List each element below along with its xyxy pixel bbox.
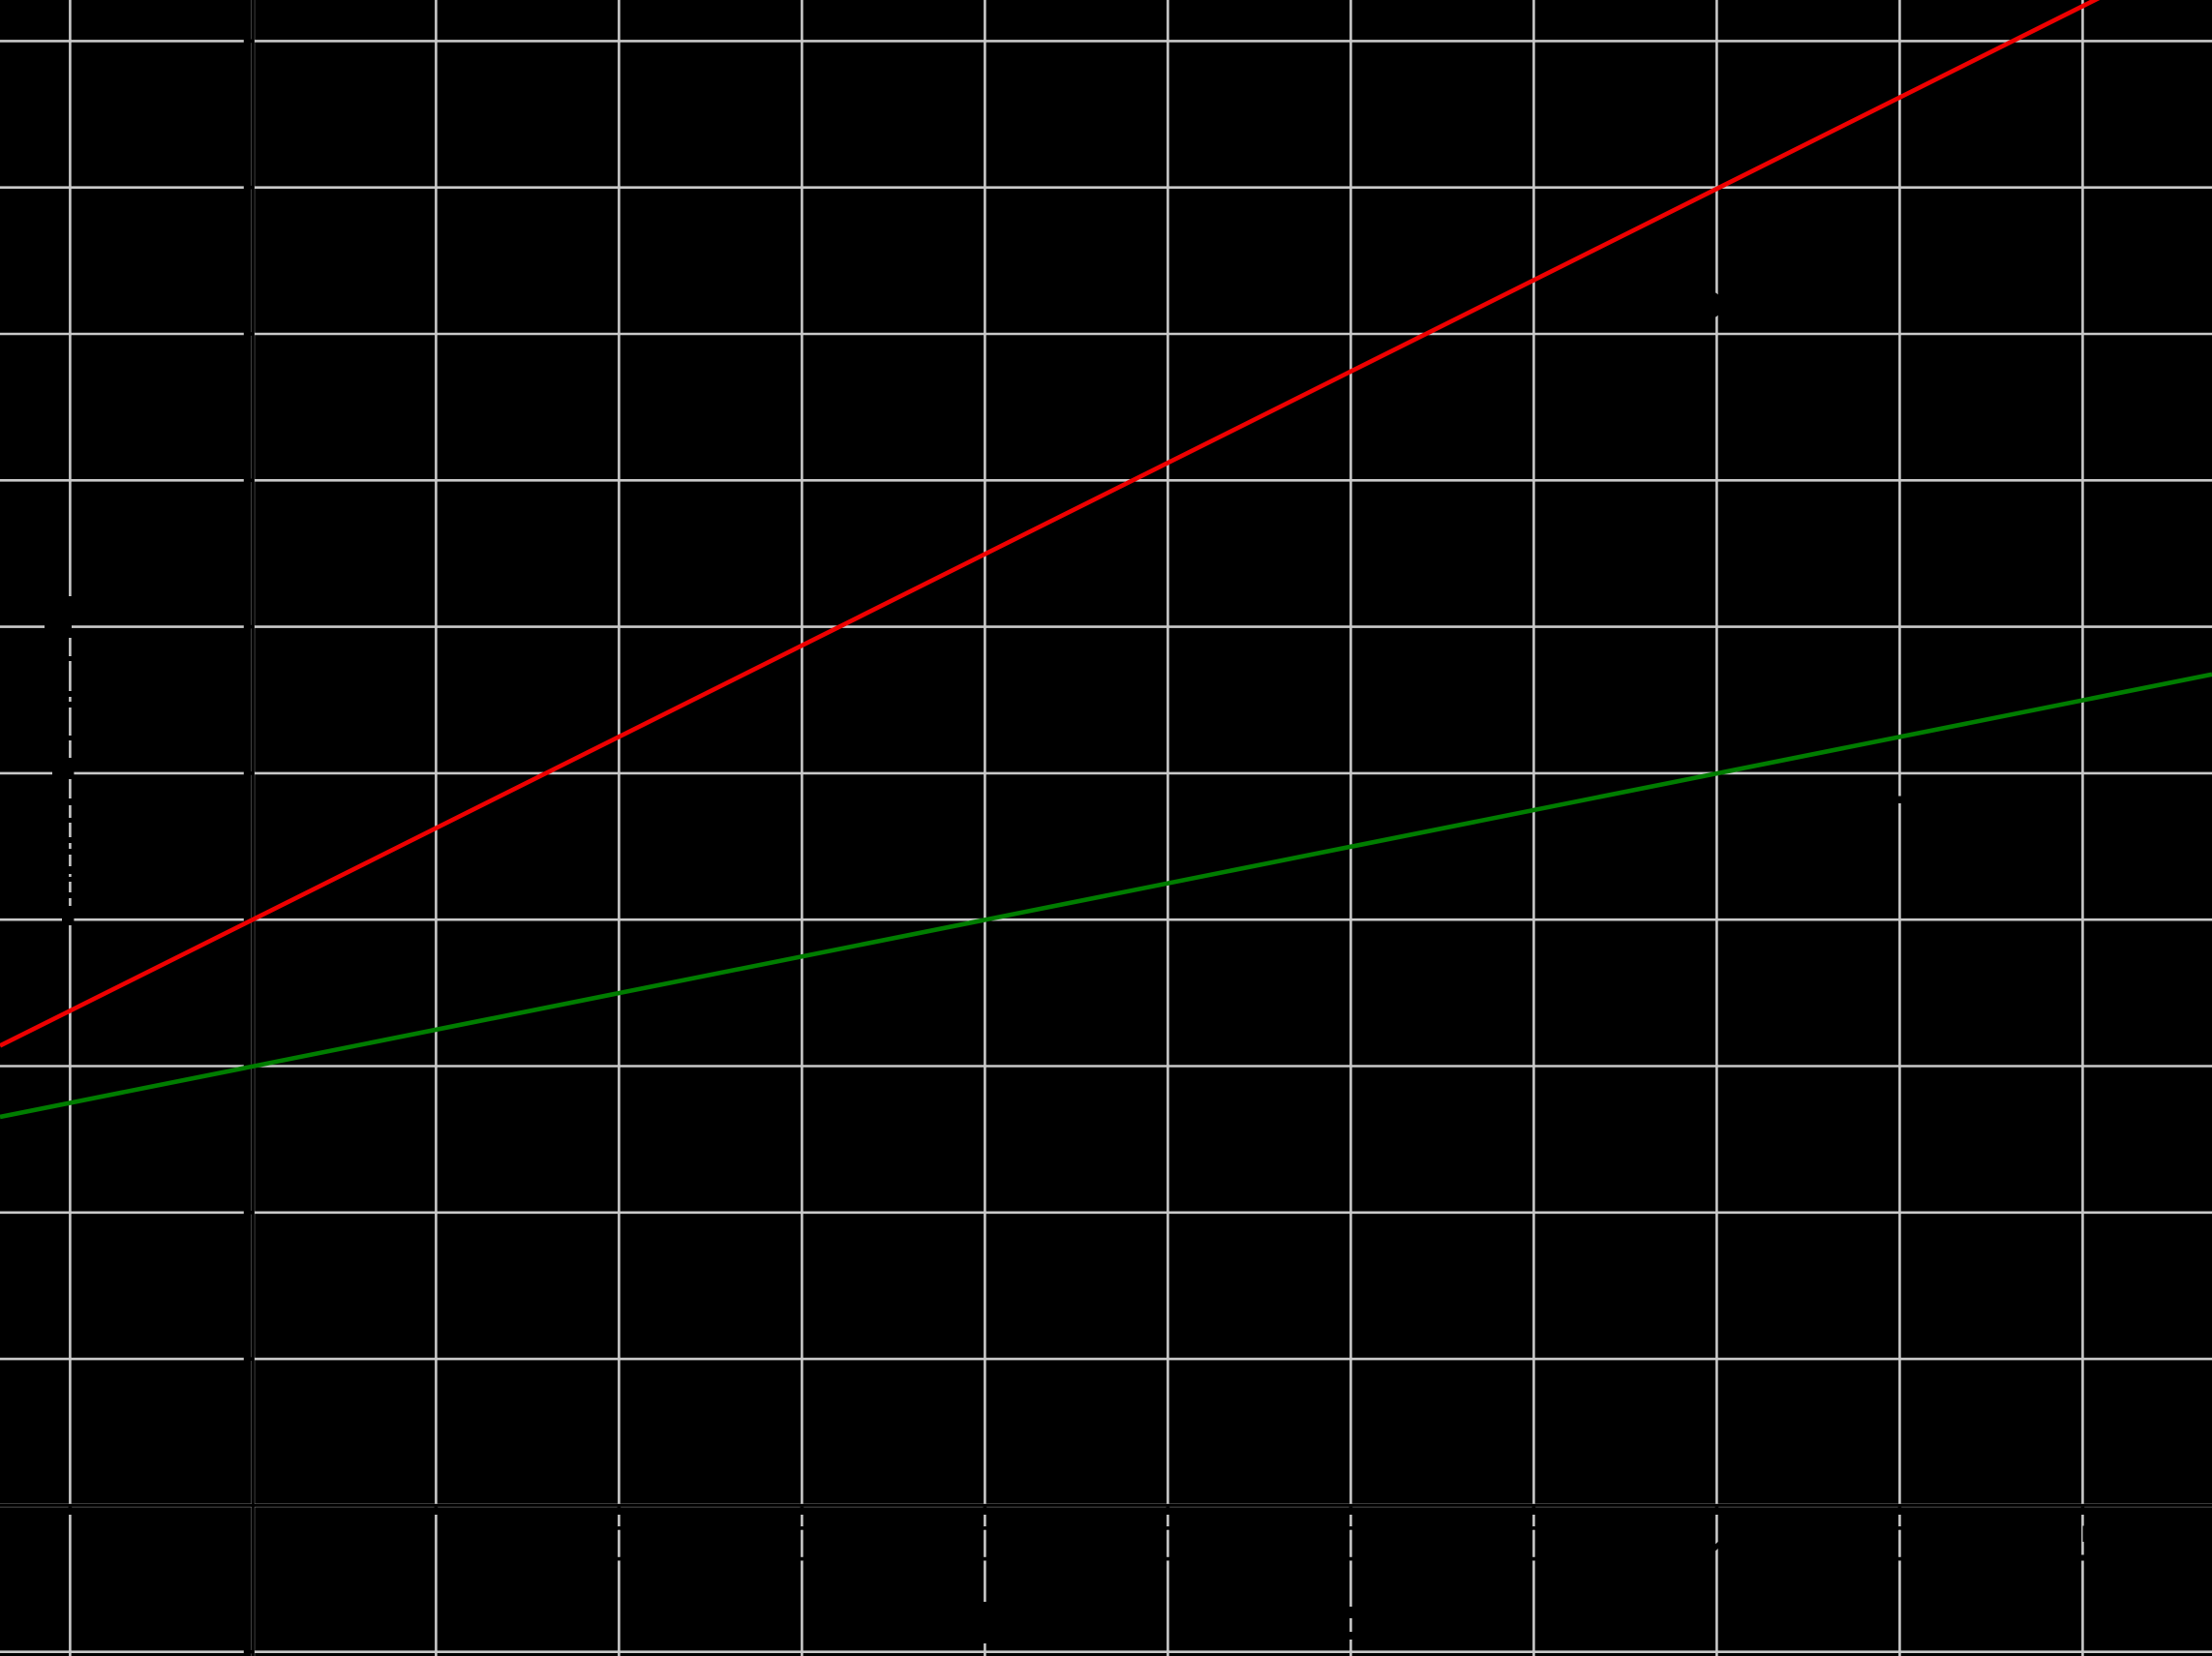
- svg-text:0: 0: [971, 1517, 998, 1571]
- svg-text:2: 2: [212, 1209, 239, 1263]
- svg-text:9: 9: [212, 186, 239, 240]
- svg-text:10: 10: [185, 40, 239, 94]
- svg-text:7: 7: [212, 478, 239, 532]
- svg-text:-1: -1: [197, 1648, 239, 1656]
- svg-text:4: 4: [212, 917, 239, 971]
- svg-text:0: 0: [605, 1517, 632, 1571]
- svg-text:0: 0: [1886, 1517, 1913, 1571]
- svg-text:0: 0: [1520, 1517, 1547, 1571]
- svg-text:0: 0: [212, 1517, 239, 1571]
- svg-text:0: 0: [788, 1517, 815, 1571]
- svg-text:0: 0: [1337, 1517, 1364, 1571]
- svg-text:5: 5: [212, 770, 239, 825]
- svg-text:1: 1: [212, 1355, 239, 1409]
- svg-text:8: 8: [212, 332, 239, 386]
- svg-text:0: 0: [1154, 1517, 1181, 1571]
- svg-text:6: 6: [212, 624, 239, 678]
